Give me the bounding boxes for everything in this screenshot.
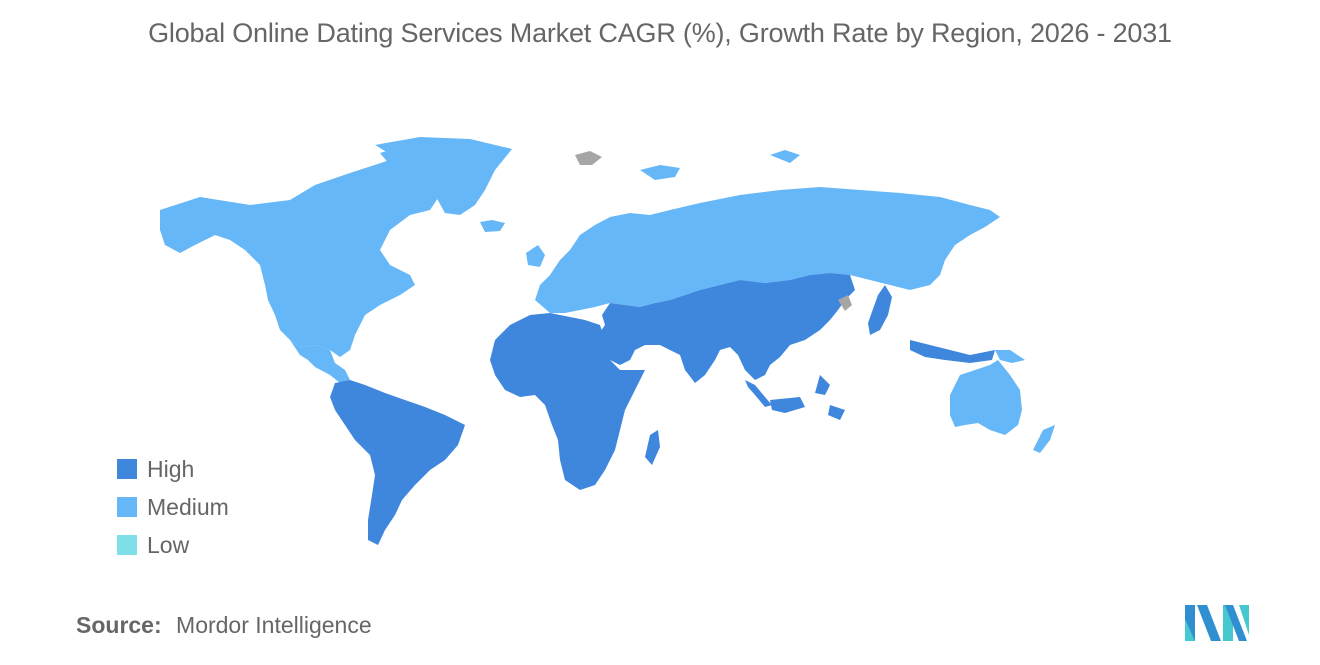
legend-swatch-low — [117, 535, 137, 555]
region-asia-middle-east[interactable] — [598, 273, 892, 420]
legend-item-low: Low — [117, 526, 229, 564]
legend: High Medium Low — [117, 450, 229, 564]
chart-title: Global Online Dating Services Market CAG… — [148, 18, 1172, 48]
region-svalbard-no-data — [575, 151, 602, 165]
source-attribution: Source: Mordor Intelligence — [76, 612, 372, 639]
region-south-america[interactable] — [330, 380, 465, 545]
legend-item-high: High — [117, 450, 229, 488]
region-no-data — [838, 295, 852, 311]
source-key: Source: — [76, 612, 162, 638]
legend-label: Medium — [147, 493, 229, 520]
legend-label: Low — [147, 531, 190, 558]
region-greenland[interactable] — [375, 137, 512, 215]
region-madagascar[interactable] — [645, 430, 660, 465]
region-iceland[interactable] — [480, 220, 505, 232]
mordor-logo-icon — [1185, 605, 1249, 641]
region-africa[interactable] — [490, 313, 645, 490]
legend-label: High — [147, 455, 195, 482]
source-value: Mordor Intelligence — [176, 612, 372, 638]
legend-item-medium: Medium — [117, 488, 229, 526]
region-oceania[interactable] — [950, 350, 1055, 453]
legend-swatch-medium — [117, 497, 137, 517]
region-europe-russia[interactable] — [526, 150, 1000, 313]
world-map — [160, 137, 1055, 545]
legend-swatch-high — [117, 459, 137, 479]
region-indonesia[interactable] — [910, 340, 995, 363]
